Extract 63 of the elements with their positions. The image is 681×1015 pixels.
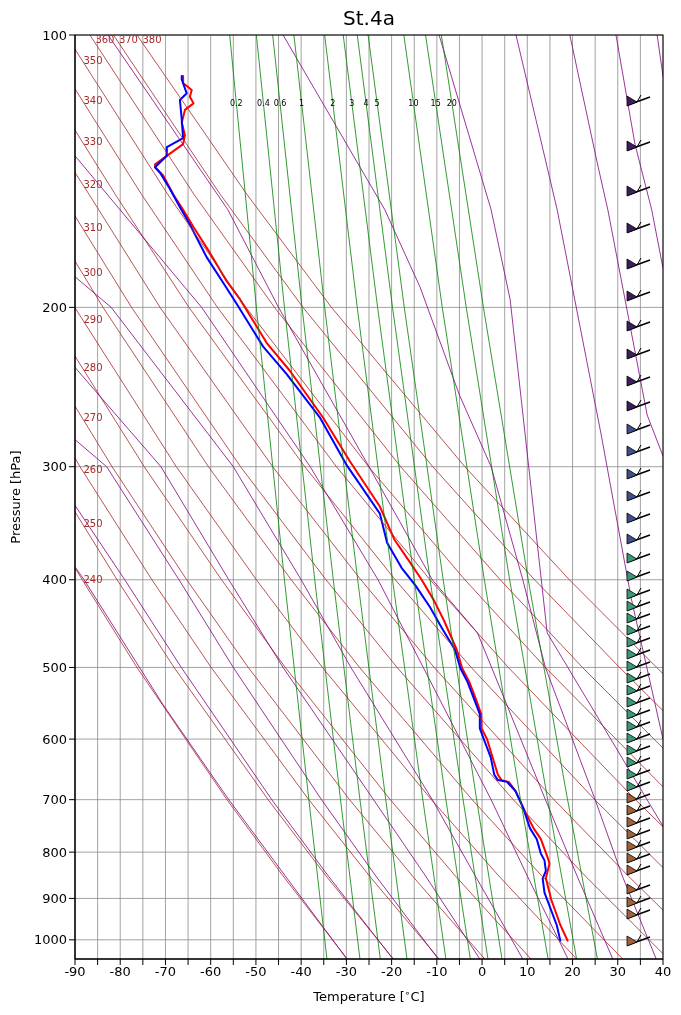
line-series xyxy=(293,35,408,959)
series-label: 350 xyxy=(83,55,103,67)
line-series xyxy=(403,35,549,959)
x-tick-label: -70 xyxy=(154,964,177,980)
y-tick-label: 100 xyxy=(42,27,67,43)
series-label: 290 xyxy=(83,313,103,325)
line-series xyxy=(425,35,578,959)
y-tick-label: 300 xyxy=(42,459,67,475)
x-tick-label: 0 xyxy=(477,964,487,980)
series-label: 330 xyxy=(83,136,103,148)
line-series xyxy=(75,155,569,959)
x-tick-label: -80 xyxy=(109,964,131,980)
x-tick-label: -10 xyxy=(426,964,448,980)
y-tick-label: 200 xyxy=(42,300,67,315)
line-series xyxy=(440,35,598,959)
series-label: 310 xyxy=(83,221,103,233)
y-tick-label: 900 xyxy=(42,891,67,907)
line-series xyxy=(569,35,663,457)
y-tick-label: 700 xyxy=(42,792,67,808)
series-label: 270 xyxy=(83,412,103,424)
chart-title: St.4a xyxy=(343,6,395,30)
series-label: 20 xyxy=(446,99,457,108)
y-tick-label: 600 xyxy=(42,731,67,747)
x-tick-label: 10 xyxy=(519,964,536,980)
y-tick-label: 1000 xyxy=(33,932,67,948)
x-tick-label: 30 xyxy=(609,964,627,980)
y-tick-label: 500 xyxy=(42,660,67,676)
series-label: 340 xyxy=(83,94,103,106)
x-tick-label: 20 xyxy=(564,964,581,980)
x-tick-label: -20 xyxy=(381,964,403,980)
y-tick-label: 800 xyxy=(42,844,67,860)
series-label: 5 xyxy=(374,99,380,108)
series-label: 370 xyxy=(118,34,138,45)
y-tick-label: 400 xyxy=(42,572,67,588)
line-series xyxy=(255,35,361,959)
series-label: 4 xyxy=(363,99,369,108)
x-tick-label: -90 xyxy=(64,964,86,980)
x-axis-title: Temperature [$^{∘}$C] xyxy=(312,988,425,1004)
line-series xyxy=(272,35,381,959)
x-tick-label: -60 xyxy=(200,964,222,980)
series-label: 260 xyxy=(83,463,103,475)
x-tick-label: -40 xyxy=(290,964,312,980)
series-label: 0.6 xyxy=(273,99,287,108)
series-label: 1 xyxy=(299,99,305,108)
series-label: 320 xyxy=(83,178,103,190)
series-label: 380 xyxy=(142,34,162,45)
y-axis-title: Pressure [hPa] xyxy=(8,450,23,544)
series-label: 3 xyxy=(349,99,355,108)
line-series xyxy=(367,35,503,959)
line-series xyxy=(342,35,471,959)
x-tick-label: -30 xyxy=(335,964,357,980)
series-label: 280 xyxy=(83,362,103,374)
series-label: 15 xyxy=(430,99,441,108)
series-label: 360 xyxy=(95,34,115,45)
line-series xyxy=(438,35,663,827)
x-tick-label: 40 xyxy=(654,964,672,980)
line-series xyxy=(229,35,328,959)
series-label: 2 xyxy=(330,99,336,108)
series-label: 240 xyxy=(83,573,103,585)
x-tick-label: -50 xyxy=(245,964,267,980)
series-label: 300 xyxy=(83,267,103,279)
line-series xyxy=(356,35,489,959)
line-series xyxy=(324,35,447,959)
